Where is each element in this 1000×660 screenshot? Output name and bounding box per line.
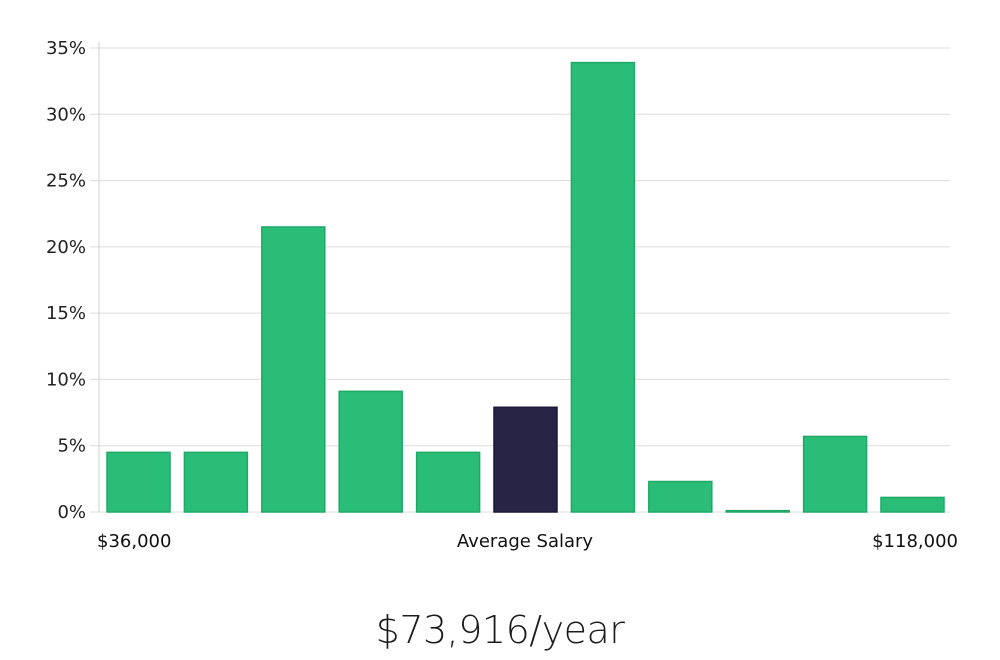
y-tick-label: 25% — [46, 171, 86, 192]
y-tick-label: 5% — [57, 436, 86, 457]
bar — [338, 390, 403, 513]
x-start-label: $36,000 — [97, 531, 171, 552]
bar — [802, 435, 868, 513]
salary-histogram: 0% 5% 10% 15% 20% 25% 30% 35% $36,000 Average S… — [46, 38, 958, 552]
x-axis-label: Average Salary — [457, 531, 594, 552]
y-tick-label: 30% — [46, 104, 86, 125]
average-salary-value: $73,916/year — [375, 608, 625, 652]
y-tick-label: 20% — [46, 237, 86, 258]
bar — [725, 509, 790, 513]
y-tick-label: 10% — [46, 369, 86, 390]
y-axis-ticks: 0% 5% 10% 15% 20% 25% 30% 35% — [46, 38, 86, 523]
bars — [106, 61, 945, 513]
bar — [261, 226, 326, 513]
gridlines — [90, 47, 950, 513]
y-tick-label: 0% — [57, 502, 86, 523]
bar — [648, 480, 713, 513]
y-tick-label: 15% — [46, 303, 86, 324]
bar — [570, 61, 636, 513]
bar — [106, 451, 171, 513]
x-end-label: $118,000 — [872, 531, 958, 552]
bar — [880, 496, 945, 513]
bar — [183, 451, 249, 513]
y-tick-label: 35% — [46, 38, 86, 59]
bar — [415, 451, 481, 513]
bar-average-salary — [493, 406, 558, 513]
